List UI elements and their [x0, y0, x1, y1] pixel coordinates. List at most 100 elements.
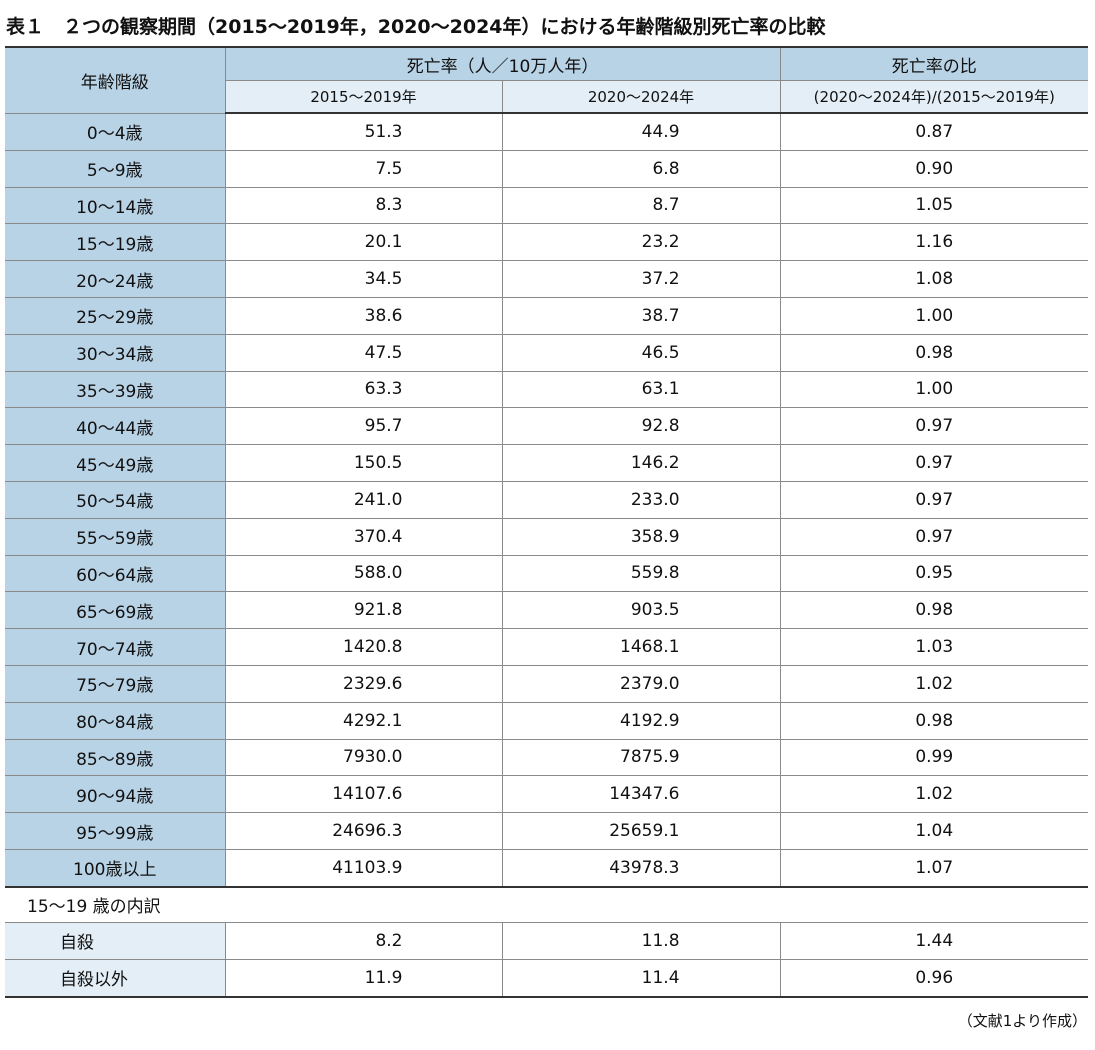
table-row: 20～24歳 34.5 37.2 1.08: [5, 260, 1089, 298]
value-cell: 0.90: [779, 149, 1089, 188]
header-cell: 年齢階級: [5, 46, 226, 114]
table-row: 55～59歳 370.4 358.9 0.97: [5, 517, 1089, 556]
value-cell: 1.04: [779, 812, 1089, 850]
header-row: 年齢階級 死亡率（人／10万人年） 死亡率の比: [5, 46, 1089, 114]
value-cell: 0.97: [779, 444, 1089, 482]
header-row: 2015～2019年 2020～2024年 (2020～2024年)/(2015…: [5, 80, 1089, 114]
value-cell: 0.98: [779, 333, 1089, 372]
row-label: 10～14歳: [5, 186, 226, 225]
row-label: 自殺: [5, 921, 226, 960]
value-cell: 20.1: [224, 223, 503, 262]
value-cell: 1.02: [779, 775, 1089, 814]
value-cell: 0.99: [779, 738, 1089, 777]
value-cell: 358.9: [501, 517, 781, 556]
row-label: 55～59歳: [5, 517, 226, 556]
value-cell: 41103.9: [224, 848, 503, 888]
value-cell: 0.97: [779, 480, 1089, 519]
value-cell: 43978.3: [501, 848, 781, 888]
value-cell: 4192.9: [501, 701, 781, 740]
value-cell: 11.8: [501, 921, 781, 960]
value-cell: 6.8: [501, 149, 781, 188]
value-cell: 11.9: [224, 958, 503, 998]
table-row: 100歳以上 41103.9 43978.3 1.07: [5, 848, 1089, 888]
value-cell: 8.7: [501, 186, 781, 225]
value-cell: 233.0: [501, 480, 781, 519]
table-row: 0～4歳 51.3 44.9 0.87: [5, 112, 1089, 151]
table: 年齢階級 死亡率（人／10万人年） 死亡率の比 2015～2019年 2020～…: [5, 46, 1089, 998]
value-cell: 150.5: [224, 444, 503, 482]
value-cell: 559.8: [501, 554, 781, 593]
value-cell: 588.0: [224, 554, 503, 593]
table-row: 75～79歳 2329.6 2379.0 1.02: [5, 664, 1089, 703]
value-cell: 7930.0: [224, 738, 503, 777]
header-cell: 死亡率の比: [779, 46, 1089, 81]
value-cell: 1.07: [779, 848, 1089, 888]
value-cell: 23.2: [501, 223, 781, 262]
value-cell: 921.8: [224, 591, 503, 630]
value-cell: 2379.0: [501, 664, 781, 703]
table-row: 65～69歳 921.8 903.5 0.98: [5, 591, 1089, 630]
row-label: 65～69歳: [5, 591, 226, 630]
row-label: 20～24歳: [5, 260, 226, 298]
header-cell: 2015～2019年: [225, 80, 503, 114]
value-cell: 1.44: [779, 921, 1089, 960]
row-label: 85～89歳: [5, 738, 226, 777]
value-cell: 1.00: [779, 370, 1089, 409]
section-row: 15～19 歳の内訳: [5, 885, 1089, 923]
value-cell: 8.3: [224, 186, 503, 225]
value-cell: 1.03: [779, 628, 1089, 666]
row-label: 15～19歳: [5, 223, 226, 262]
table-row: 90～94歳 14107.6 14347.6 1.02: [5, 775, 1089, 814]
value-cell: 46.5: [501, 333, 781, 372]
table-body: 年齢階級 死亡率（人／10万人年） 死亡率の比 2015～2019年 2020～…: [5, 46, 1089, 998]
value-cell: 63.1: [501, 370, 781, 409]
value-cell: 0.97: [779, 407, 1089, 446]
table-row: 40～44歳 95.7 92.8 0.97: [5, 407, 1089, 446]
value-cell: 0.95: [779, 554, 1089, 593]
value-cell: 1.00: [779, 296, 1089, 335]
value-cell: 7875.9: [501, 738, 781, 777]
header-cell: 死亡率（人／10万人年）: [224, 46, 781, 81]
row-label: 50～54歳: [5, 480, 226, 519]
row-label: 0～4歳: [5, 112, 226, 151]
table-row: 10～14歳 8.3 8.7 1.05: [5, 186, 1089, 225]
value-cell: 8.2: [224, 921, 503, 960]
table-row: 45～49歳 150.5 146.2 0.97: [5, 444, 1089, 482]
table-row: 80～84歳 4292.1 4192.9 0.98: [5, 701, 1089, 740]
value-cell: 1468.1: [501, 628, 781, 666]
value-cell: 0.96: [779, 958, 1089, 998]
row-label: 95～99歳: [5, 812, 226, 850]
row-label: 自殺以外: [5, 958, 226, 998]
value-cell: 11.4: [501, 958, 781, 998]
value-cell: 1.08: [779, 260, 1089, 298]
table-row: 70～74歳 1420.8 1468.1 1.03: [5, 628, 1089, 666]
table-row: 95～99歳 24696.3 25659.1 1.04: [5, 812, 1089, 850]
value-cell: 903.5: [501, 591, 781, 630]
value-cell: 51.3: [224, 112, 503, 151]
row-label: 100歳以上: [5, 848, 226, 888]
value-cell: 7.5: [224, 149, 503, 188]
row-label: 40～44歳: [5, 407, 226, 446]
value-cell: 0.98: [779, 701, 1089, 740]
value-cell: 1420.8: [224, 628, 503, 666]
value-cell: 37.2: [501, 260, 781, 298]
table-row: 60～64歳 588.0 559.8 0.95: [5, 554, 1089, 593]
source-note: （文献1より作成）: [957, 1012, 1087, 1030]
table-title: 表１ ２つの観察期間（2015～2019年，2020～2024年）における年齢階…: [6, 16, 826, 38]
value-cell: 14107.6: [224, 775, 503, 814]
table-row: 15～19歳 20.1 23.2 1.16: [5, 223, 1089, 262]
value-cell: 2329.6: [224, 664, 503, 703]
value-cell: 4292.1: [224, 701, 503, 740]
value-cell: 0.87: [779, 112, 1089, 151]
header-cell: 2020～2024年: [501, 80, 781, 114]
value-cell: 25659.1: [501, 812, 781, 850]
table-row: 5～9歳 7.5 6.8 0.90: [5, 149, 1089, 188]
row-label: 25～29歳: [5, 296, 226, 335]
value-cell: 92.8: [501, 407, 781, 446]
value-cell: 95.7: [224, 407, 503, 446]
value-cell: 1.02: [779, 664, 1089, 703]
value-cell: 47.5: [224, 333, 503, 372]
value-cell: 38.7: [501, 296, 781, 335]
row-label: 45～49歳: [5, 444, 226, 482]
